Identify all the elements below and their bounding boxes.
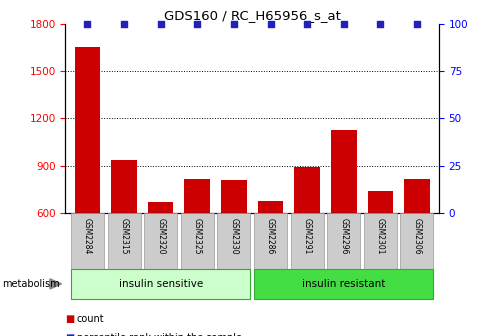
Bar (400, 213, 433, 269)
Text: metabolism: metabolism (2, 279, 60, 289)
Bar (181, 213, 213, 269)
Text: GSM2296: GSM2296 (338, 218, 348, 254)
Bar (403, 179, 429, 213)
Bar (327, 213, 360, 269)
Text: GSM2325: GSM2325 (192, 218, 201, 254)
Bar (221, 180, 246, 213)
Point (120, 21, 128, 26)
Text: GSM2301: GSM2301 (375, 218, 384, 254)
Title: GDS160 / RC_H65956_s_at: GDS160 / RC_H65956_s_at (164, 9, 340, 23)
Point (266, 21, 274, 26)
Bar (111, 160, 136, 213)
Point (412, 21, 420, 26)
Bar (184, 178, 210, 213)
Bar (107, 213, 140, 269)
Bar (254, 213, 287, 269)
Text: insulin resistant: insulin resistant (302, 279, 385, 289)
Text: GSM2315: GSM2315 (120, 218, 128, 254)
Bar (71, 269, 250, 299)
Text: insulin sensitive: insulin sensitive (118, 279, 202, 289)
Bar (75, 47, 100, 213)
Text: GSM2330: GSM2330 (229, 218, 238, 254)
Bar (330, 129, 356, 213)
Text: GSM2286: GSM2286 (265, 218, 274, 254)
Point (193, 21, 201, 26)
Bar (367, 191, 393, 213)
Text: GSM2284: GSM2284 (83, 218, 92, 254)
Bar (254, 269, 433, 299)
Point (376, 21, 383, 26)
Bar (144, 213, 177, 269)
Bar (363, 213, 396, 269)
Text: percentile rank within the sample: percentile rank within the sample (76, 333, 241, 336)
Point (302, 21, 310, 26)
Bar (71, 213, 104, 269)
Point (339, 21, 347, 26)
Bar (148, 202, 173, 213)
Bar (257, 201, 283, 213)
Text: ■: ■ (65, 333, 75, 336)
Text: GSM2291: GSM2291 (302, 218, 311, 254)
Point (156, 21, 164, 26)
Bar (294, 167, 319, 213)
Bar (217, 213, 250, 269)
Text: count: count (76, 314, 104, 324)
Text: GSM2306: GSM2306 (411, 218, 421, 254)
Point (229, 21, 237, 26)
Text: GSM2320: GSM2320 (156, 218, 165, 254)
Point (83, 21, 91, 26)
Bar (290, 213, 323, 269)
Text: ■: ■ (65, 314, 75, 324)
Polygon shape (50, 279, 61, 289)
